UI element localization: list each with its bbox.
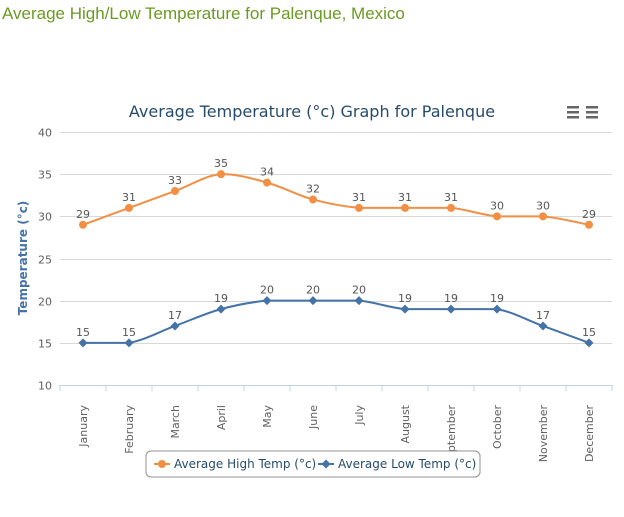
menu-icon[interactable] — [567, 106, 579, 119]
chart-title: Average Temperature (°c) Graph for Palen… — [129, 102, 495, 121]
data-label: 19 — [398, 292, 412, 305]
data-point-high — [309, 195, 317, 204]
x-tick-label: December — [583, 405, 596, 463]
page-title: Average High/Low Temperature for Palenqu… — [2, 4, 405, 23]
y-tick-label: 20 — [38, 296, 52, 309]
data-point-low — [400, 304, 410, 314]
legend: Average High Temp (°c) Average Low Temp (… — [145, 450, 481, 478]
legend-item-label: Average High Temp (°c) — [174, 457, 316, 471]
y-axis: 10 15 20 25 30 35 40 — [38, 127, 52, 393]
data-point-high — [401, 203, 409, 212]
x-tick-label: March — [169, 405, 182, 439]
x-axis: January February March April May June July Augu… — [59, 385, 613, 466]
data-point-high — [355, 203, 363, 212]
legend-marker-high — [158, 460, 166, 468]
y-tick-label: 10 — [38, 380, 52, 393]
x-tick-label: November — [537, 405, 550, 463]
data-point-low — [216, 304, 226, 314]
data-point-low — [446, 304, 456, 314]
data-label: 15 — [76, 326, 90, 339]
y-axis-title: Temperature (°c) — [16, 201, 30, 316]
data-label: 33 — [168, 174, 182, 187]
data-point-low — [308, 296, 318, 306]
data-label: 20 — [306, 284, 320, 297]
x-tick-label: February — [123, 405, 136, 454]
data-label: 31 — [444, 191, 458, 204]
data-label: 17 — [168, 309, 182, 322]
data-label: 20 — [260, 284, 274, 297]
legend-marker-low — [321, 459, 331, 469]
data-label: 31 — [122, 191, 136, 204]
x-tick-label: October — [491, 405, 504, 449]
data-point-high — [539, 212, 547, 221]
data-point-low — [492, 304, 502, 314]
data-point-low — [354, 296, 364, 306]
data-point-low — [124, 338, 134, 348]
export-menu-icon[interactable] — [586, 106, 598, 119]
x-tick-label: January — [77, 405, 90, 448]
data-label: 29 — [582, 208, 596, 221]
x-tick-label: April — [215, 405, 228, 430]
y-tick-label: 35 — [38, 169, 52, 182]
y-tick-label: 25 — [38, 254, 52, 267]
data-point-low — [262, 296, 272, 306]
data-label: 19 — [214, 292, 228, 305]
series-lines — [78, 170, 594, 348]
data-point-high — [171, 187, 179, 196]
data-label: 32 — [306, 182, 320, 195]
data-point-high — [125, 203, 133, 212]
data-point-low — [584, 338, 594, 348]
series-line-low — [82, 299, 590, 344]
data-point-high — [263, 178, 271, 187]
y-tick-label: 30 — [38, 211, 52, 224]
x-tick-label: June — [307, 405, 320, 430]
data-label: 15 — [122, 326, 136, 339]
data-point-high — [79, 220, 87, 229]
data-point-low — [538, 321, 548, 331]
data-label: 31 — [398, 191, 412, 204]
legend-item-label: Average Low Temp (°c) — [338, 457, 476, 471]
data-label: 15 — [582, 326, 596, 339]
data-label: 19 — [490, 292, 504, 305]
data-label: 20 — [352, 284, 366, 297]
data-label: 30 — [536, 199, 550, 212]
data-point-high — [585, 220, 593, 229]
x-tick-label: September — [445, 405, 458, 466]
data-point-high — [217, 170, 225, 179]
data-label: 17 — [536, 309, 550, 322]
y-tick-label: 40 — [38, 127, 52, 140]
data-label: 35 — [214, 157, 228, 170]
x-tick-label: May — [261, 405, 274, 428]
data-label: 30 — [490, 199, 504, 212]
data-label: 34 — [260, 166, 274, 179]
data-point-low — [78, 338, 88, 348]
x-tick-label: August — [399, 404, 412, 443]
data-point-high — [493, 212, 501, 221]
data-label: 31 — [352, 191, 366, 204]
legend-border — [145, 450, 481, 478]
series-line-high — [82, 173, 590, 226]
data-label: 19 — [444, 292, 458, 305]
grid-lines — [60, 132, 612, 386]
data-point-high — [447, 203, 455, 212]
data-labels: 29 31 33 35 34 32 31 31 31 30 30 29 15 15 17 19 20 20 20 19… — [76, 157, 596, 339]
x-tick-label: July — [353, 405, 366, 426]
y-tick-label: 15 — [38, 338, 52, 351]
data-point-low — [170, 321, 180, 331]
data-label: 29 — [76, 208, 90, 221]
